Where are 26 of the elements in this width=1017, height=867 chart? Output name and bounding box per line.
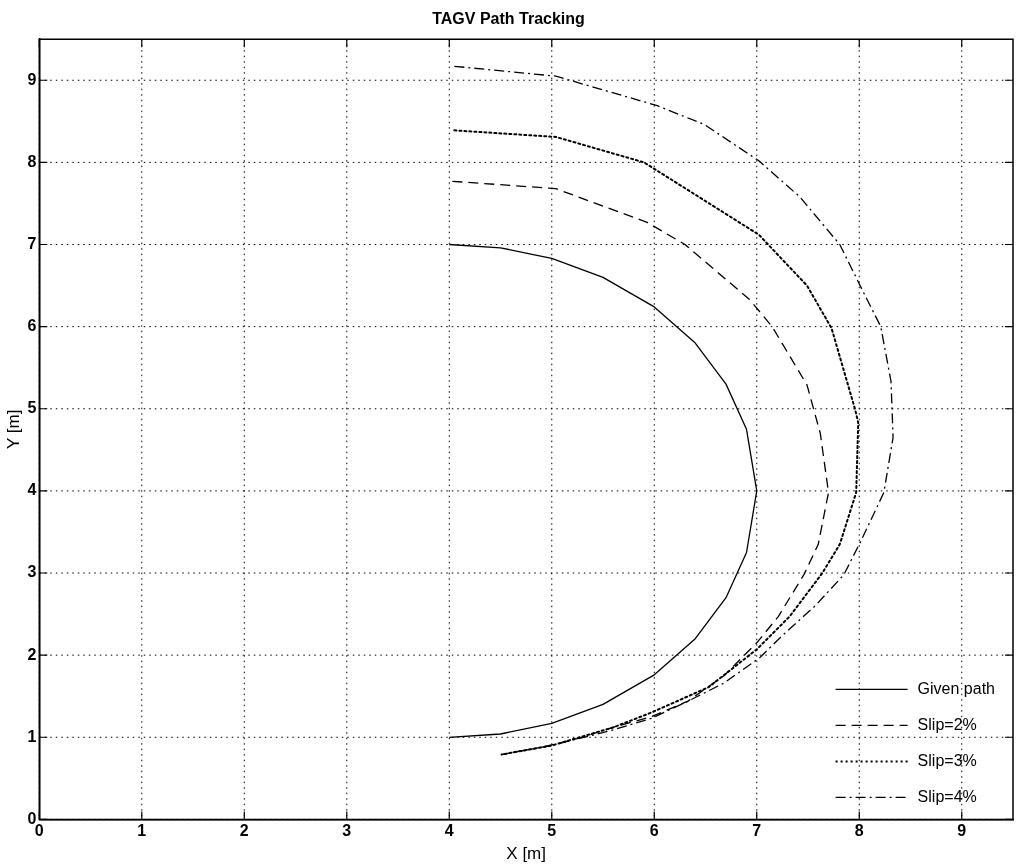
x-tick-label: 1 — [137, 822, 147, 840]
legend-label: Slip=4% — [917, 787, 977, 805]
legend-label: Slip=2% — [917, 715, 977, 733]
y-tick-label: 2 — [27, 645, 37, 663]
x-tick-label: 2 — [239, 822, 249, 840]
y-axis-title: Y [m] — [3, 409, 23, 449]
legend-label: Slip=3% — [917, 751, 977, 769]
y-tick-label: 0 — [27, 809, 37, 827]
chart-title: TAGV Path Tracking — [432, 10, 585, 28]
y-tick-label: 3 — [27, 563, 37, 581]
y-tick-label: 4 — [27, 481, 37, 499]
y-tick-label: 1 — [27, 727, 37, 745]
x-tick-label: 7 — [752, 822, 762, 840]
x-tick-label: 8 — [854, 822, 864, 840]
x-tick-label: 4 — [444, 822, 454, 840]
x-tick-label: 9 — [957, 822, 967, 840]
y-tick-label: 8 — [27, 152, 37, 170]
y-tick-label: 9 — [27, 70, 37, 88]
x-tick-label: 5 — [547, 822, 557, 840]
y-tick-label: 7 — [27, 234, 37, 252]
x-axis-title: X [m] — [506, 844, 546, 864]
x-tick-label: 6 — [649, 822, 659, 840]
y-tick-label: 5 — [27, 399, 37, 417]
y-tick-label: 6 — [27, 317, 37, 335]
x-tick-label: 3 — [342, 822, 352, 840]
legend-label: Given path — [917, 679, 996, 697]
